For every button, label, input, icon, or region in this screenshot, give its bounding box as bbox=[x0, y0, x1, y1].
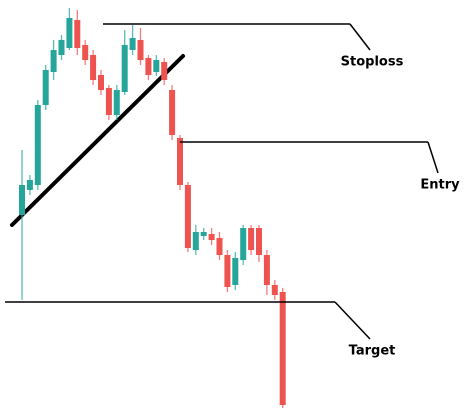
candle-body bbox=[34, 105, 41, 185]
candle-body bbox=[184, 185, 191, 248]
candle-body bbox=[137, 40, 144, 60]
candle-body bbox=[224, 255, 231, 287]
candle-body bbox=[208, 234, 215, 240]
level-label: Entry bbox=[420, 178, 460, 193]
candle-body bbox=[121, 45, 128, 92]
candle-body bbox=[192, 232, 199, 250]
candle-body bbox=[240, 228, 247, 260]
candle-body bbox=[232, 258, 239, 285]
candle-body bbox=[271, 285, 278, 295]
candle-body bbox=[98, 75, 104, 90]
candle-body bbox=[169, 90, 176, 135]
candle-body bbox=[105, 88, 112, 115]
candle-body bbox=[50, 50, 57, 72]
candle-body bbox=[19, 185, 25, 215]
trend-line bbox=[10, 54, 185, 227]
candle-body bbox=[248, 228, 255, 250]
candle-body bbox=[74, 20, 81, 48]
candle-body bbox=[153, 60, 160, 72]
candle-body bbox=[90, 55, 97, 80]
level-leader bbox=[349, 23, 371, 51]
candle-body bbox=[82, 45, 89, 60]
candle-body bbox=[58, 40, 65, 55]
candle-body bbox=[145, 58, 152, 75]
level-label: Target bbox=[349, 344, 396, 359]
candle-body bbox=[129, 38, 136, 50]
candle-body bbox=[177, 138, 183, 185]
candle-body bbox=[42, 70, 49, 105]
candle-body bbox=[200, 232, 207, 236]
level-leader bbox=[334, 301, 371, 340]
candle-body bbox=[279, 292, 286, 405]
candle-body bbox=[256, 228, 262, 255]
candle-body bbox=[263, 255, 270, 285]
level-label: Stoploss bbox=[341, 55, 404, 70]
candle-body bbox=[26, 180, 33, 190]
candle-body bbox=[66, 18, 73, 48]
candle-body bbox=[216, 238, 223, 255]
level-leader bbox=[427, 141, 439, 174]
candle-body bbox=[161, 62, 168, 80]
candle-body bbox=[113, 90, 120, 115]
